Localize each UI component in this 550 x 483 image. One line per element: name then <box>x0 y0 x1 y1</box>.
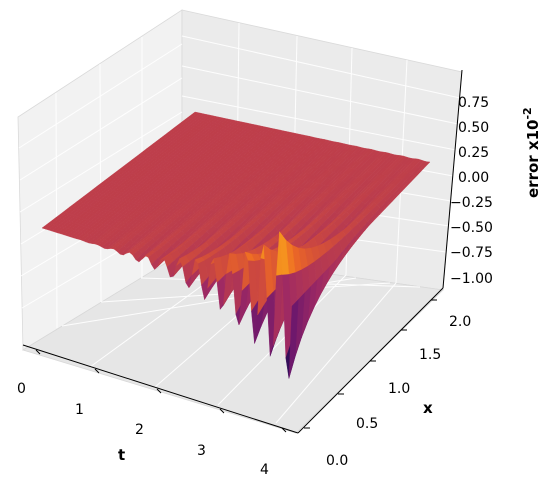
tick-marks <box>35 299 437 433</box>
z-tick-labels: 0.75 0.50 0.25 0.00 −0.25 −0.50 −0.75 −1… <box>450 95 493 287</box>
t-tick-labels: 0 1 2 3 4 <box>17 381 269 478</box>
t-tick-label: 0 <box>17 381 26 397</box>
z-tick-label: 0.00 <box>458 170 489 186</box>
z-tick-label: 0.25 <box>458 145 489 161</box>
z-tick-label: 0.50 <box>458 120 489 136</box>
t-axis-label: t <box>118 446 125 464</box>
t-axis-line <box>22 344 299 434</box>
z-axis-label: error x10-2 <box>521 107 542 198</box>
error-surface <box>41 111 431 379</box>
x-tick-label: 1.0 <box>388 381 410 397</box>
x-axis-label: x <box>423 399 433 417</box>
x-tick-label: 0.5 <box>356 416 378 432</box>
surface-patch <box>288 298 299 379</box>
svg-text:error x10-2: error x10-2 <box>521 107 542 198</box>
z-tick-label: −0.25 <box>450 195 493 211</box>
z-axis-label-exponent: -2 <box>521 107 534 119</box>
z-axis-label-base: error x10 <box>524 120 542 198</box>
x-tick-label: 1.5 <box>419 347 441 363</box>
z-tick-label: −0.75 <box>450 245 493 261</box>
t-tick-label: 3 <box>197 443 206 459</box>
t-tick-label: 1 <box>75 402 84 418</box>
z-tick-label: −1.00 <box>450 271 493 287</box>
x-tick-label: 0.0 <box>326 453 348 469</box>
floor-pane <box>22 252 444 434</box>
z-tick-label: −0.50 <box>450 220 493 236</box>
t-tick-label: 2 <box>135 422 144 438</box>
x-tick-label: 2.0 <box>449 314 471 330</box>
z-tick-label: 0.75 <box>458 95 489 111</box>
t-tick-label: 4 <box>260 462 269 478</box>
x-tick-labels: 0.0 0.5 1.0 1.5 2.0 <box>326 314 471 469</box>
z-axis-line <box>442 69 463 289</box>
